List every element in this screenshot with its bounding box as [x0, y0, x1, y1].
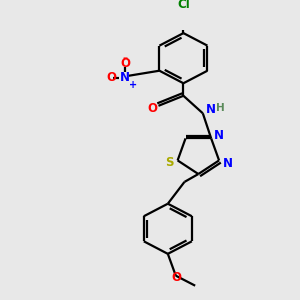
- Text: O: O: [120, 57, 130, 70]
- Text: N: N: [214, 129, 224, 142]
- Text: O: O: [148, 102, 158, 115]
- Text: +: +: [129, 80, 137, 90]
- Text: Cl: Cl: [177, 0, 190, 11]
- Text: O: O: [106, 71, 116, 84]
- Text: N: N: [206, 103, 216, 116]
- Text: N: N: [120, 71, 130, 84]
- Text: O: O: [172, 271, 182, 284]
- Text: -: -: [122, 52, 128, 65]
- Text: H: H: [216, 103, 225, 113]
- Text: S: S: [165, 156, 174, 169]
- Text: N: N: [223, 157, 233, 169]
